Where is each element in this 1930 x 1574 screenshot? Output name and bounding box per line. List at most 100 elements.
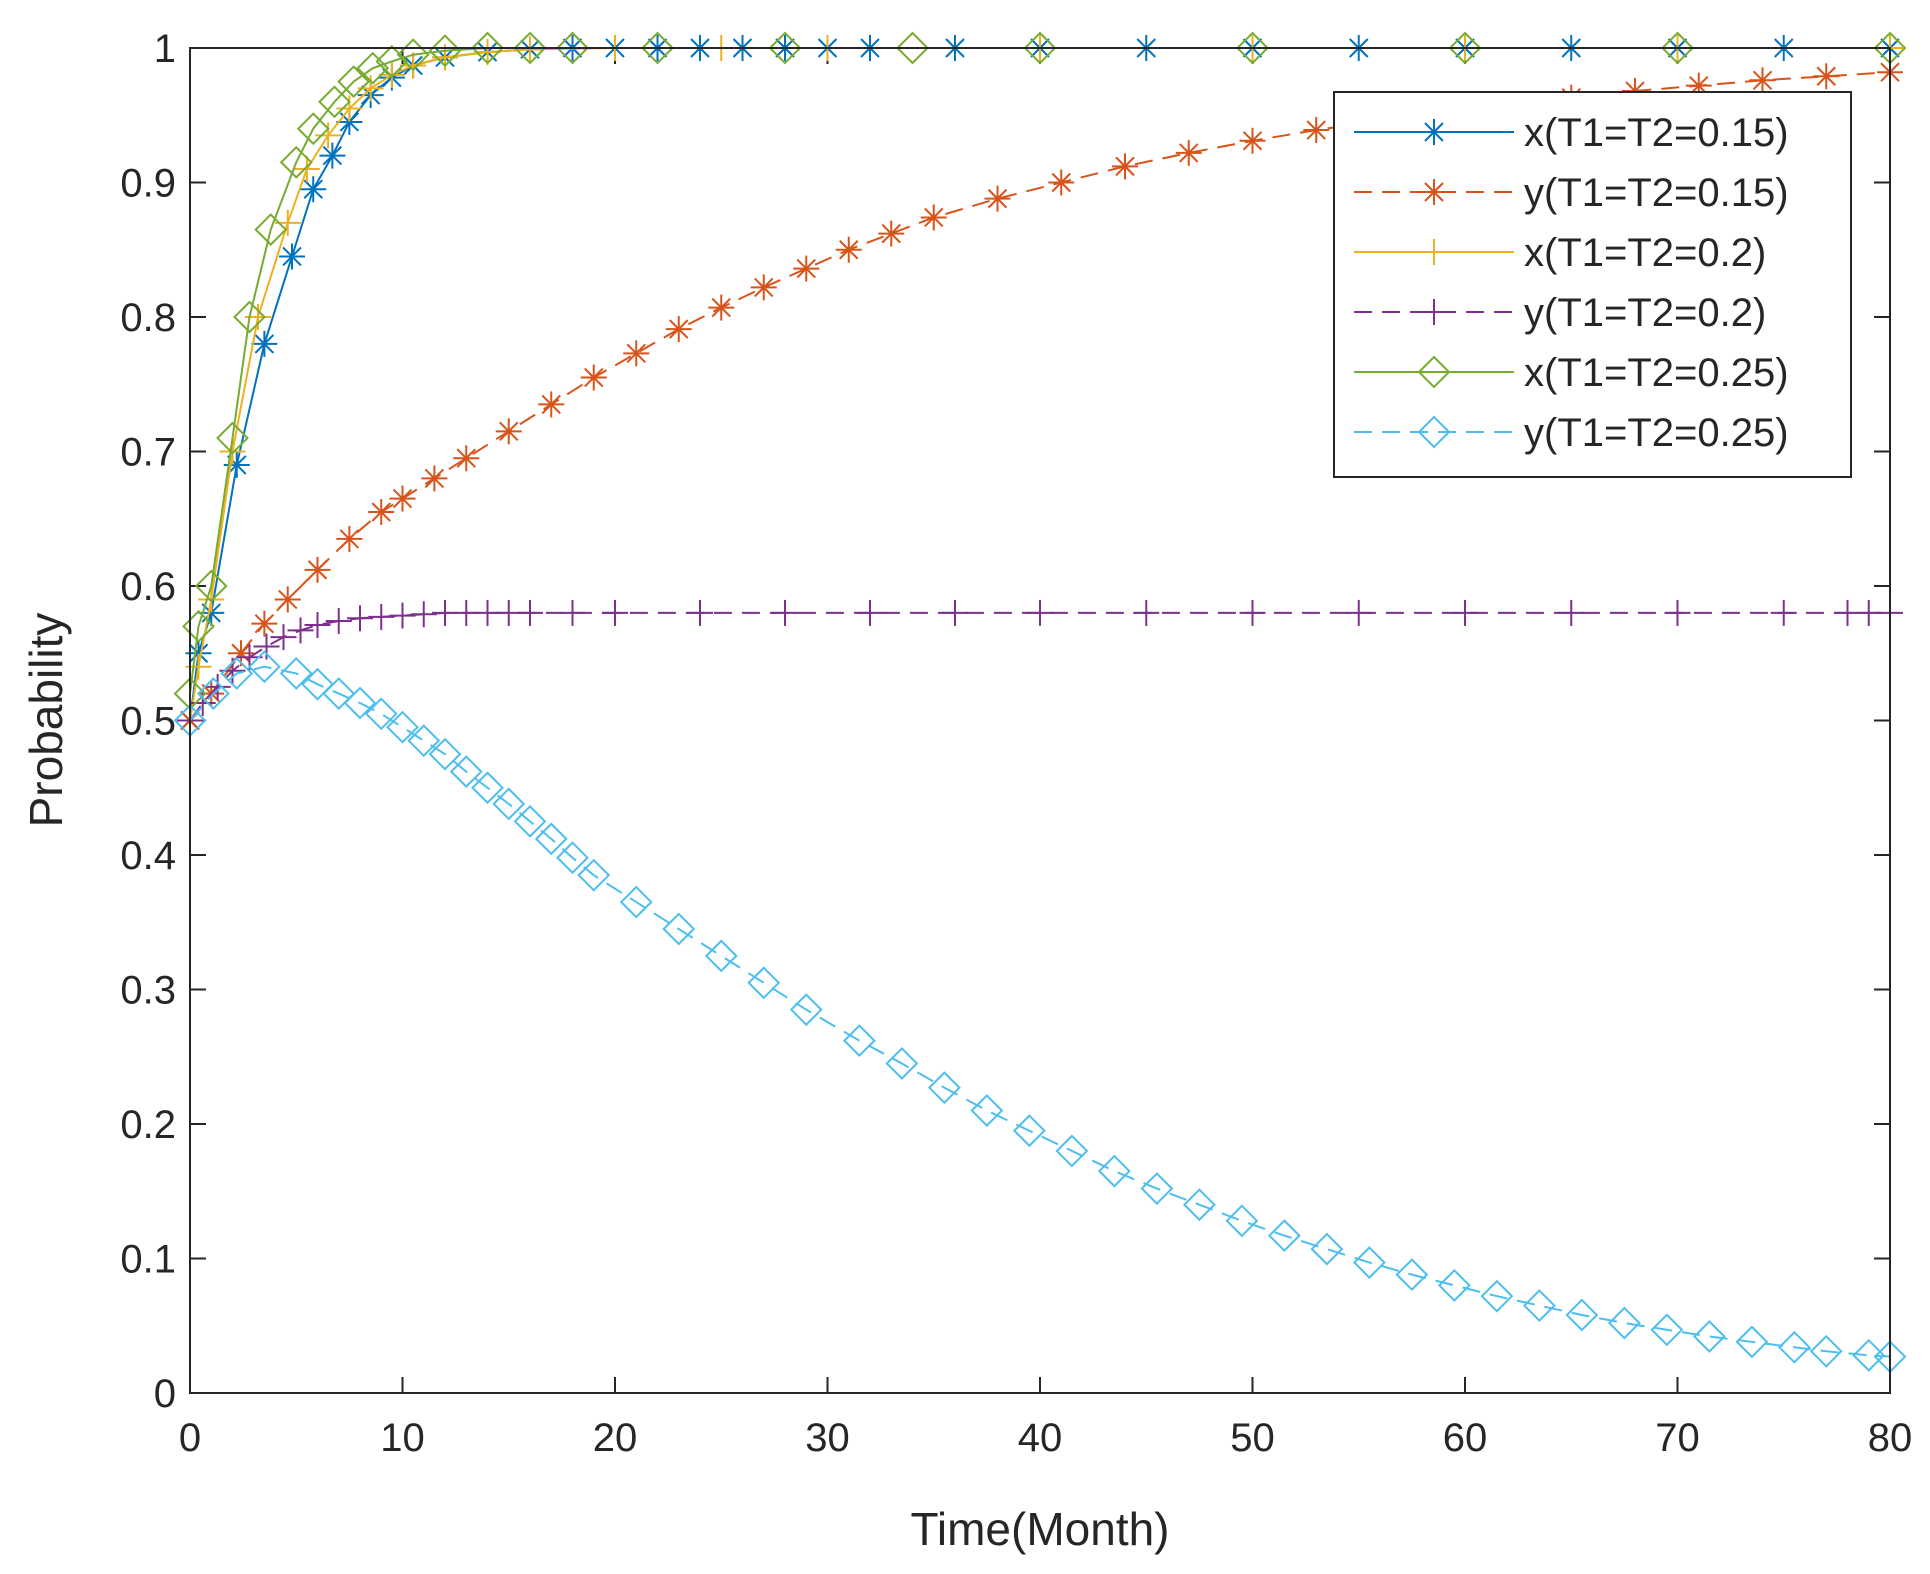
data-point-diamond (492, 787, 526, 821)
data-point-plus (1239, 599, 1266, 626)
y-axis-label: Probability (20, 613, 72, 828)
x-tick-label: 0 (179, 1416, 201, 1460)
data-point-asterisk (1112, 153, 1138, 180)
x-tick-label: 40 (1018, 1416, 1063, 1460)
data-point-plus (1452, 599, 1478, 626)
data-point-diamond (768, 31, 802, 65)
series-3 (177, 599, 1903, 734)
data-point-diamond (1140, 1172, 1174, 1205)
data-point-asterisk (336, 525, 363, 552)
legend-label: x(T1=T2=0.15) (1524, 111, 1789, 155)
data-point-asterisk (319, 142, 346, 169)
x-tick-label: 70 (1655, 1416, 1700, 1460)
data-point-asterisk (750, 274, 777, 301)
data-point-diamond (449, 755, 483, 789)
data-point-diamond (322, 677, 356, 711)
data-point-diamond (1607, 1306, 1641, 1340)
data-point-diamond (279, 145, 313, 179)
data-point-diamond (279, 657, 313, 690)
data-point-plus (287, 617, 314, 644)
data-point-asterisk (389, 485, 416, 512)
data-point-diamond (396, 38, 430, 72)
data-point-diamond (1777, 1330, 1811, 1364)
data-point-plus (304, 612, 331, 639)
data-point-plus (400, 52, 427, 79)
data-point-diamond (513, 31, 547, 65)
data-point-plus (1664, 599, 1691, 626)
data-point-diamond (254, 213, 288, 246)
data-point-diamond (1480, 1279, 1514, 1313)
data-point-asterisk (304, 556, 331, 583)
legend-item-0: x(T1=T2=0.15) (1354, 111, 1789, 155)
data-point-diamond (1097, 1154, 1131, 1188)
data-point-diamond (194, 569, 228, 603)
legend-label: y(T1=T2=0.25) (1524, 411, 1789, 455)
data-point-plus (517, 36, 543, 63)
data-point-diamond (296, 112, 330, 146)
data-point-asterisk (623, 340, 650, 367)
y-tick-label: 0.1 (120, 1238, 176, 1282)
data-point-diamond (1023, 31, 1057, 65)
data-point-asterisk (453, 445, 480, 472)
data-point-diamond (896, 31, 929, 65)
x-tick-label: 10 (380, 1416, 425, 1460)
data-point-diamond (182, 609, 215, 643)
data-point-asterisk (835, 236, 862, 263)
y-tick-label: 0.6 (120, 565, 176, 609)
y-tick-label: 0.3 (120, 969, 176, 1013)
legend-item-4: x(T1=T2=0.25) (1354, 351, 1789, 395)
data-point-diamond (1055, 1134, 1089, 1168)
data-point-asterisk (538, 391, 565, 418)
data-point-asterisk (251, 330, 278, 357)
data-point-diamond (1417, 415, 1451, 449)
data-point-asterisk (251, 610, 278, 637)
data-point-diamond (364, 697, 398, 731)
y-tick-label: 1 (154, 27, 176, 71)
y-tick-label: 0.4 (120, 834, 176, 878)
data-point-diamond (577, 858, 611, 892)
data-point-diamond (375, 45, 409, 78)
legend-item-3: y(T1=T2=0.2) (1354, 291, 1766, 335)
data-point-asterisk (708, 294, 735, 321)
data-point-asterisk (1813, 63, 1840, 90)
data-point-diamond (1809, 1334, 1843, 1368)
data-point-diamond (1225, 1204, 1259, 1238)
data-point-plus (1421, 299, 1447, 325)
y-tick-label: 0.2 (120, 1103, 176, 1147)
data-point-diamond (196, 677, 230, 711)
data-point-plus (1027, 599, 1053, 626)
x-tick-label: 20 (593, 1416, 638, 1460)
data-point-diamond (513, 804, 547, 838)
data-point-diamond (1236, 31, 1269, 65)
data-point-plus (517, 599, 543, 626)
data-point-asterisk (793, 255, 820, 282)
data-point-diamond (1012, 1114, 1046, 1148)
data-point-diamond (247, 650, 281, 684)
data-point-asterisk (495, 418, 522, 445)
data-point-diamond (842, 1024, 876, 1058)
data-point-plus (204, 673, 231, 700)
data-point-diamond (789, 993, 823, 1027)
legend-label: x(T1=T2=0.25) (1524, 351, 1789, 395)
data-point-diamond (216, 421, 249, 455)
data-point-asterisk (1421, 119, 1447, 145)
x-tick-label: 30 (805, 1416, 850, 1460)
data-point-plus (270, 624, 297, 651)
x-tick-label: 50 (1230, 1416, 1275, 1460)
legend-item-2: x(T1=T2=0.2) (1354, 231, 1766, 275)
y-tick-label: 0 (154, 1372, 176, 1416)
data-point-diamond (662, 912, 696, 946)
data-point-plus (389, 602, 416, 629)
data-point-diamond (220, 657, 254, 690)
data-point-diamond (927, 1071, 961, 1105)
data-point-plus (559, 599, 586, 626)
data-point-plus (198, 586, 225, 613)
y-tick-label: 0.5 (120, 700, 176, 744)
data-point-diamond (1267, 1219, 1301, 1253)
data-point-asterisk (665, 316, 692, 343)
data-point-diamond (337, 65, 371, 99)
tick-labels: 0 10 20 30 40 50 60 70 80 0 0.1 0.2 0.3 0.4 0.5 0.6 0.7 0… (120, 27, 1912, 1460)
data-point-diamond (1522, 1289, 1556, 1322)
legend-label: x(T1=T2=0.2) (1524, 231, 1766, 275)
data-point-plus (325, 607, 352, 634)
